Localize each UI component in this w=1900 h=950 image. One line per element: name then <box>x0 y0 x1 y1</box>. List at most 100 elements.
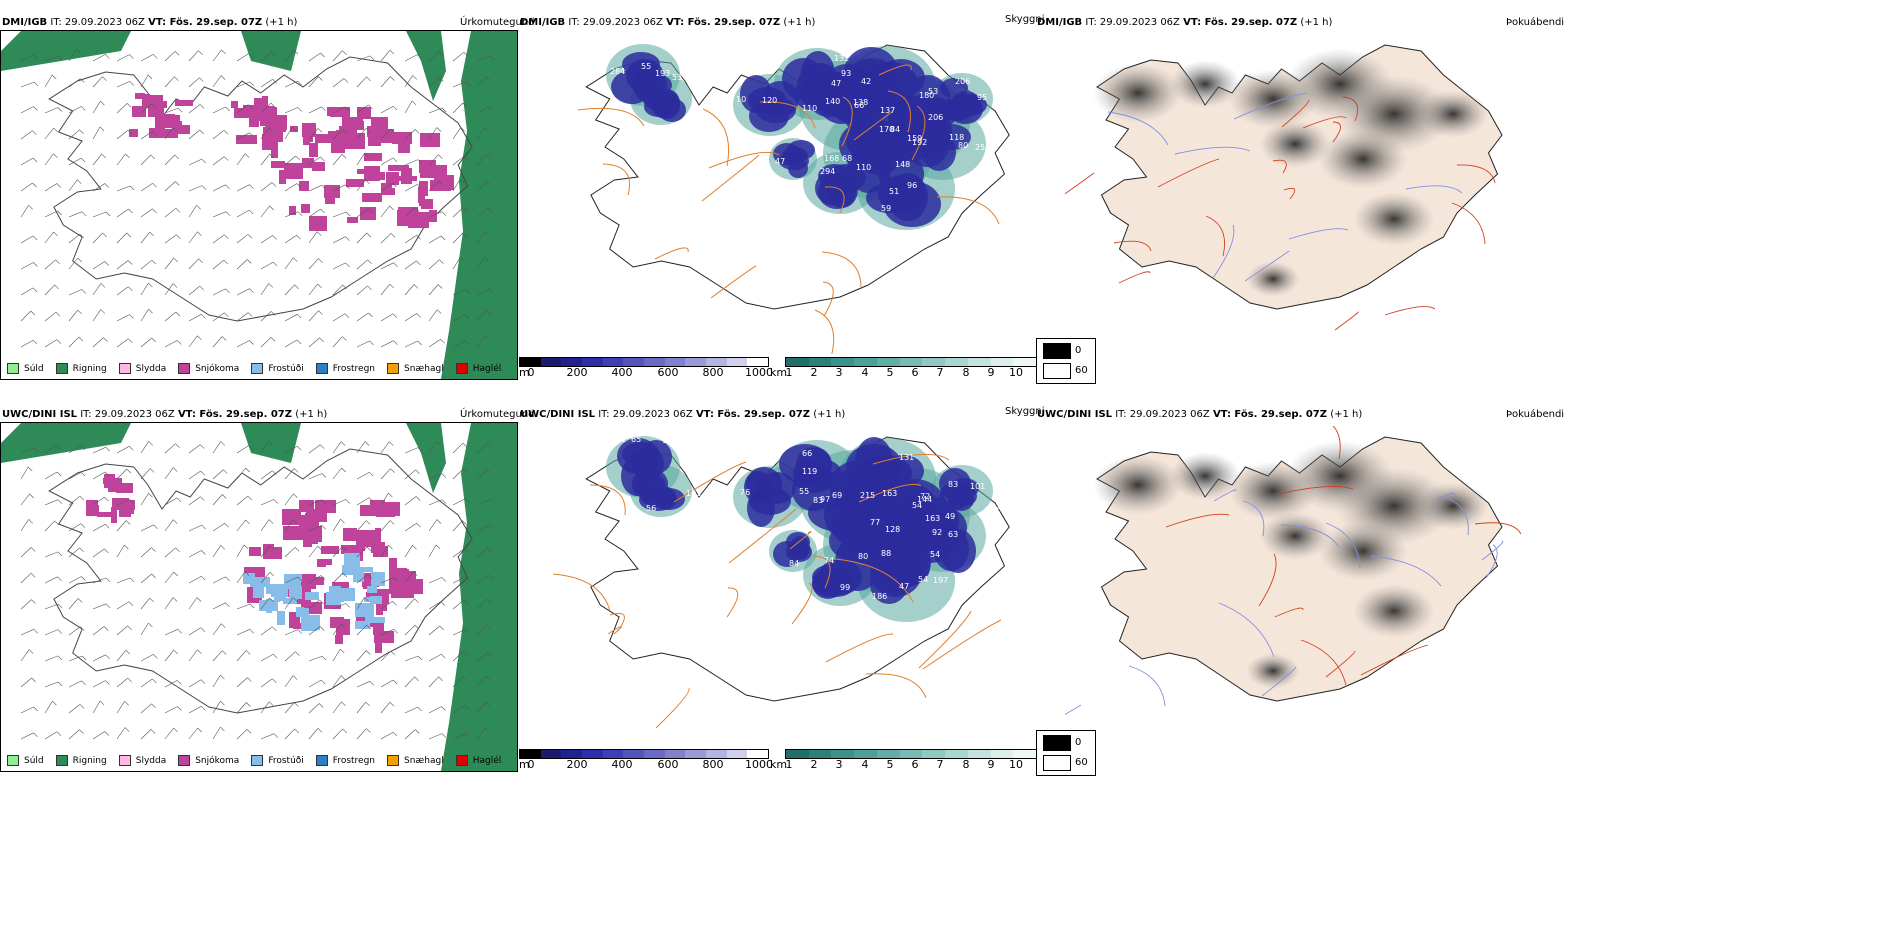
wind-barb <box>188 335 202 348</box>
cloud-height-label: 255 <box>975 143 990 152</box>
init-time: IT: 29.09.2023 06Z <box>80 409 175 420</box>
colorbar-step <box>945 358 968 366</box>
road <box>834 558 914 603</box>
fog-legend-swatch <box>1043 343 1071 359</box>
wind-barb <box>164 234 181 244</box>
snow-cell <box>271 144 278 158</box>
colorbar-step <box>967 358 991 366</box>
wind-barb <box>68 445 86 454</box>
cloud-height-label: 132 <box>834 54 849 63</box>
wind-barb <box>188 104 205 114</box>
model-name: UWC/DINI ISL <box>2 409 78 420</box>
wind-barb <box>308 310 323 322</box>
height-tick: 800 <box>702 366 724 379</box>
cloud-base-area <box>846 120 906 162</box>
colorbar-step <box>644 750 665 758</box>
wind-barb <box>44 231 58 244</box>
wind-barb <box>284 629 303 636</box>
valid-time: VT: Fös. 29.sep. 07Z <box>177 409 293 420</box>
road <box>1405 185 1463 194</box>
wind-barb <box>308 728 323 740</box>
wind-barb <box>236 571 250 584</box>
wind-barb <box>284 468 299 480</box>
snow-cell <box>284 163 303 176</box>
wind-barb <box>308 156 325 166</box>
snow-cell <box>392 132 412 144</box>
legend-item: Rigning <box>55 755 107 766</box>
wind-barb <box>68 495 85 506</box>
wind-barb <box>116 103 132 114</box>
snow-cell <box>373 623 384 635</box>
snow-cell <box>97 512 115 517</box>
wind-barb <box>236 677 252 688</box>
wind-barb <box>356 208 373 218</box>
snow-cell <box>375 643 382 653</box>
visibility-tick: 7 <box>936 758 944 771</box>
wind-barb <box>332 675 346 688</box>
road <box>577 107 645 127</box>
road <box>922 619 1002 670</box>
colorbar-step <box>602 358 624 366</box>
freezing-drizzle-cell <box>283 598 297 604</box>
snow-cell <box>111 507 117 523</box>
wind-barb <box>188 627 206 636</box>
wind-barb <box>20 599 36 610</box>
road <box>1174 146 1251 155</box>
cloud-height-label: 110 <box>802 104 817 113</box>
cloud-height-label: 284 <box>610 67 625 76</box>
wind-barb <box>260 653 278 662</box>
river <box>1283 187 1296 200</box>
model-name: DMI/IGB <box>2 17 48 28</box>
fog-area <box>1169 452 1241 500</box>
wind-barb <box>212 259 229 270</box>
cloud-height-label: 163 <box>925 514 940 523</box>
road <box>911 105 926 161</box>
road <box>710 265 757 299</box>
wind-barb <box>212 545 226 558</box>
wind-barb <box>164 181 180 192</box>
colorbar-step <box>876 750 900 758</box>
road <box>1258 553 1277 607</box>
freezing-drizzle-cell <box>365 617 385 623</box>
visibility-tick: 6 <box>911 758 919 771</box>
snow-cell <box>236 135 257 144</box>
river <box>1244 250 1290 282</box>
colorbar-step <box>540 358 562 366</box>
wind-barb <box>116 520 131 532</box>
legend-label: Slydda <box>135 755 167 766</box>
snow-cell <box>391 591 407 598</box>
wind-barb <box>68 729 84 740</box>
wind-barb <box>92 524 110 532</box>
model-name: DMI/IGB <box>1037 17 1083 28</box>
cloud-height-label: 88 <box>881 549 891 558</box>
wind-barb <box>164 727 178 740</box>
colorbar-step <box>582 358 603 366</box>
wind-barb <box>332 236 350 244</box>
wind-barb <box>20 235 38 244</box>
road <box>1281 99 1310 128</box>
snow-cell <box>271 161 285 168</box>
wind-barb <box>404 676 419 688</box>
wind-barb <box>380 629 399 636</box>
legend-label: Rigning <box>72 755 107 766</box>
wind-barb <box>236 650 251 662</box>
wind-barb <box>20 287 38 296</box>
snow-cell <box>364 153 382 161</box>
visibility-tick: 9 <box>987 758 995 771</box>
cloud-base-area <box>864 62 918 106</box>
wind-barb <box>260 626 277 636</box>
river <box>1118 271 1151 284</box>
colorbar-step <box>899 750 923 758</box>
cloud-height-label: 206 <box>955 77 970 86</box>
wind-barb <box>92 337 108 348</box>
wind-barb <box>404 496 421 506</box>
wind-barb <box>332 728 347 740</box>
road <box>813 555 831 589</box>
snow-cell <box>129 129 138 137</box>
wind-barb <box>236 312 253 322</box>
wind-barb <box>284 284 299 296</box>
wind-barb <box>452 629 471 636</box>
colorbar-step <box>808 750 832 758</box>
cloud-height-label: 101 <box>686 489 701 498</box>
wind-barb <box>260 127 274 140</box>
